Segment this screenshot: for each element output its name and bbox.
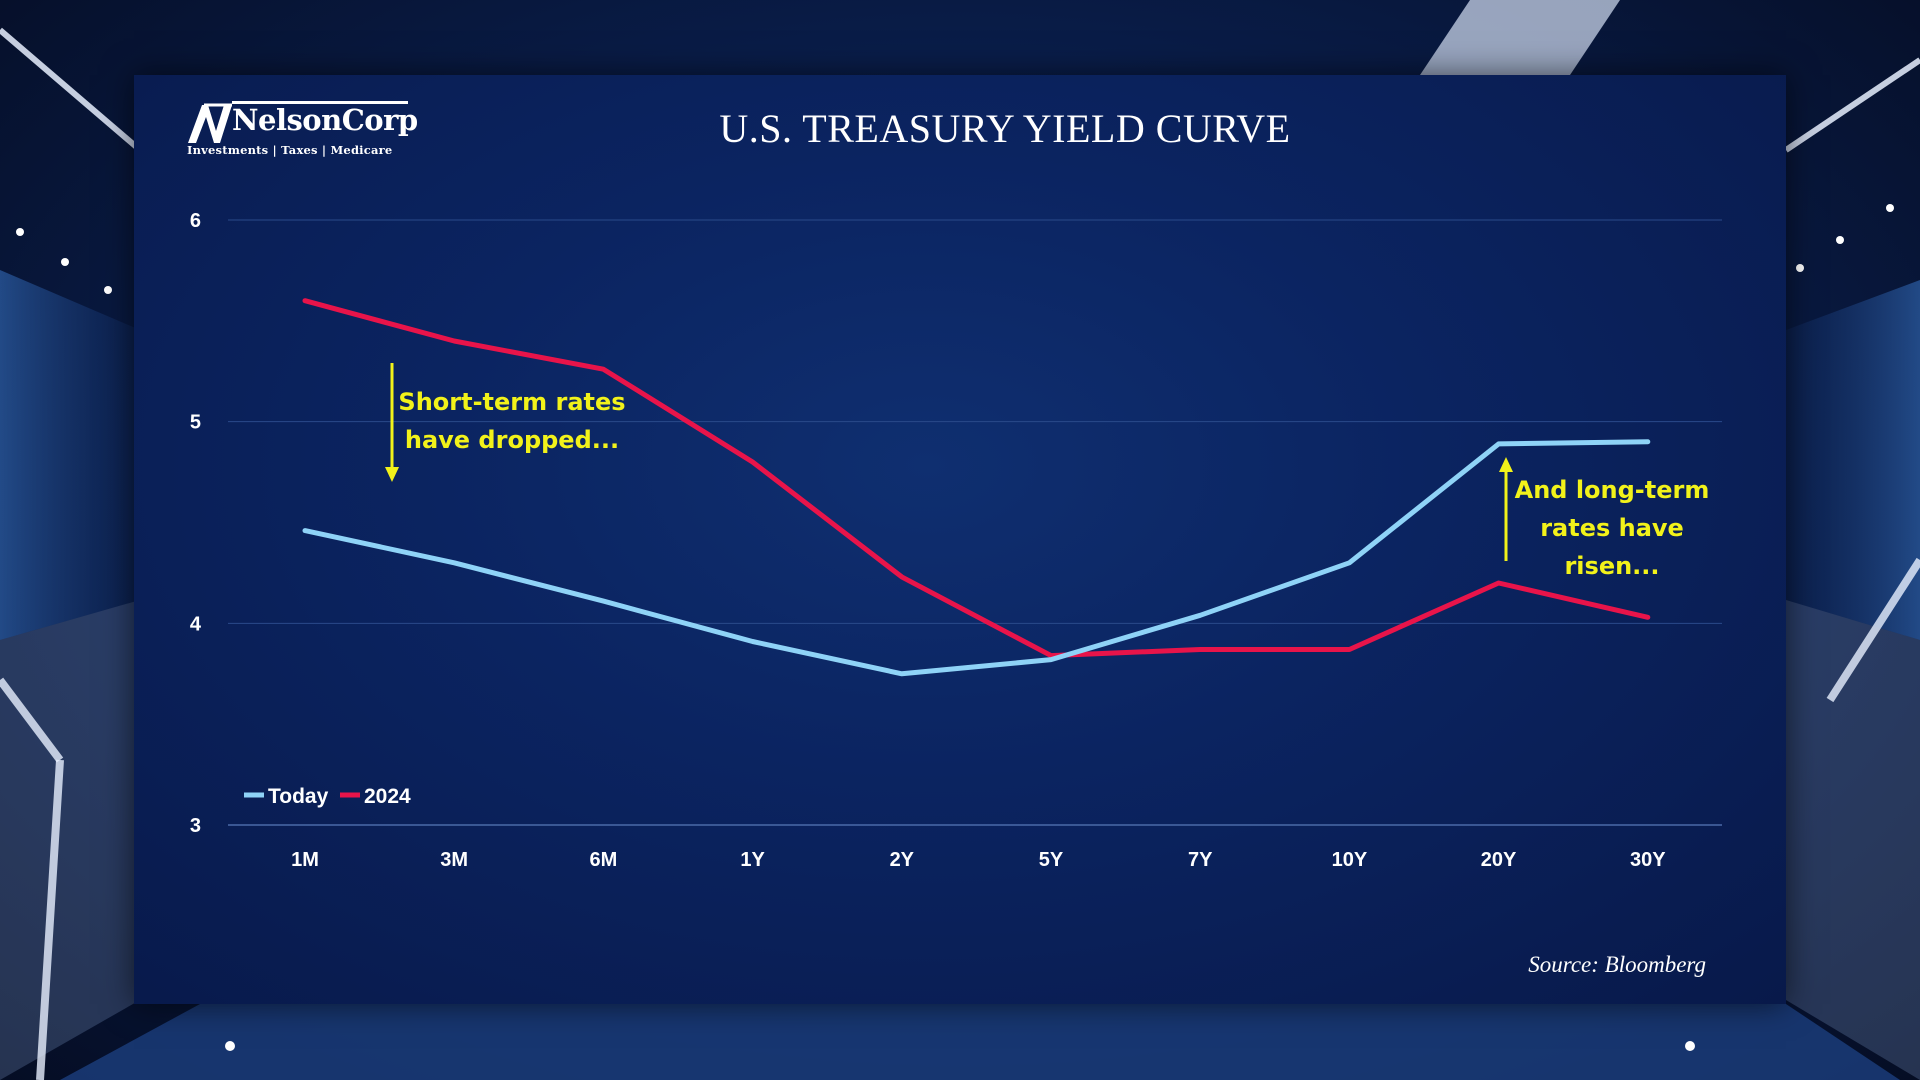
- annotation-line: have dropped...: [405, 426, 619, 454]
- logo-rule: [232, 101, 408, 104]
- yield-curve-chart: 3 4 5 6 1M 3M 6M 1Y 2Y 5Y 7Y 10Y 20Y 30Y Short-term …: [190, 210, 1722, 871]
- x-axis-ticks: 1M 3M 6M 1Y 2Y 5Y 7Y 10Y 20Y 30Y: [291, 849, 1666, 871]
- y-tick-label: 3: [190, 815, 201, 837]
- x-tick-label: 20Y: [1481, 849, 1517, 871]
- x-tick-label: 7Y: [1188, 849, 1213, 871]
- x-tick-label: 1M: [291, 849, 319, 871]
- source-note: Source: Bloomberg: [1528, 952, 1706, 977]
- annotation-line: rates have: [1540, 514, 1684, 542]
- y-tick-label: 6: [190, 210, 201, 232]
- annotation-line: Short-term rates: [398, 388, 625, 416]
- y-tick-label: 5: [190, 412, 201, 434]
- logo-name: NelsonCorp: [232, 103, 418, 137]
- logo-n-mark-icon: [188, 103, 232, 143]
- grid-layer: [228, 219, 1722, 826]
- long-term-annotation: And long-term rates have risen...: [1499, 457, 1709, 580]
- legend: Today 2024: [244, 785, 411, 808]
- x-tick-label: 6M: [590, 849, 618, 871]
- x-tick-label: 5Y: [1039, 849, 1064, 871]
- x-tick-label: 30Y: [1630, 849, 1666, 871]
- x-tick-label: 2Y: [890, 849, 915, 871]
- y-axis-ticks: 3 4 5 6: [190, 210, 202, 837]
- chart-panel: NelsonCorp Investments | Taxes | Medicar…: [134, 75, 1786, 1004]
- annotation-line: risen...: [1564, 552, 1659, 580]
- nelsoncorp-logo: NelsonCorp Investments | Taxes | Medicar…: [184, 99, 418, 163]
- legend-label-today: Today: [268, 785, 329, 808]
- up-arrow-head-icon: [1499, 457, 1513, 472]
- series-line-2024: [302, 298, 1651, 659]
- legend-label-2024: 2024: [364, 785, 411, 808]
- x-tick-label: 3M: [440, 849, 468, 871]
- series-layer: [302, 298, 1651, 677]
- logo-tagline: Investments | Taxes | Medicare: [187, 143, 393, 157]
- down-arrow-head-icon: [385, 467, 399, 482]
- x-tick-label: 1Y: [740, 849, 765, 871]
- x-tick-label: 10Y: [1332, 849, 1368, 871]
- y-tick-label: 4: [190, 613, 202, 635]
- annotation-line: And long-term: [1515, 476, 1710, 504]
- chart-title: U.S. TREASURY YIELD CURVE: [719, 106, 1291, 151]
- short-term-annotation: Short-term rates have dropped...: [385, 363, 626, 482]
- series-line-today: [302, 439, 1651, 677]
